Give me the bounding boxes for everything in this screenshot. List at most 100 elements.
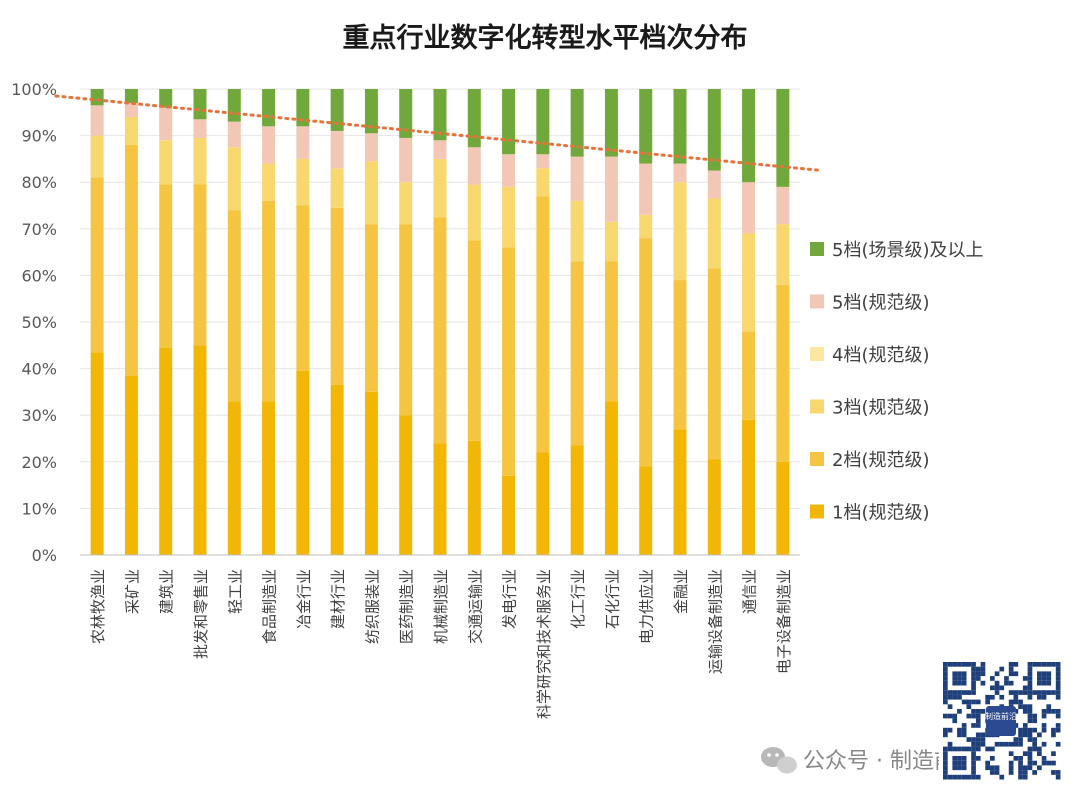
qr-center-logo bbox=[986, 706, 1016, 736]
bar-segment bbox=[673, 163, 687, 183]
bar-segment bbox=[502, 89, 516, 155]
qr-module bbox=[1027, 694, 1033, 700]
qr-module bbox=[971, 685, 976, 691]
qr-module bbox=[1018, 760, 1023, 766]
qr-module bbox=[1037, 671, 1042, 677]
qr-module bbox=[966, 704, 972, 709]
qr-module bbox=[1027, 737, 1033, 742]
qr-module bbox=[975, 676, 981, 681]
qr-module bbox=[980, 680, 986, 686]
qr-module bbox=[1022, 676, 1028, 681]
bar-segment bbox=[433, 443, 447, 555]
bar-segment bbox=[193, 345, 207, 555]
bar-segment bbox=[227, 210, 241, 402]
qr-module bbox=[943, 671, 948, 677]
qr-module bbox=[1027, 680, 1033, 686]
qr-module bbox=[1055, 662, 1061, 667]
bar-segment bbox=[467, 147, 481, 185]
qr-module bbox=[975, 699, 981, 705]
legend-label: 1档(规范级) bbox=[832, 503, 930, 524]
axes: 0% 10% 20% 30% 40% 50% 60% 70% 80% 90% 100% 农林牧渔业 采矿… bbox=[11, 80, 800, 719]
bar-segment bbox=[159, 140, 173, 185]
bar-segment bbox=[124, 89, 138, 103]
qr-module bbox=[1041, 727, 1047, 733]
qr-module bbox=[971, 713, 976, 719]
qr-module bbox=[957, 680, 962, 686]
qr-module bbox=[994, 680, 1000, 686]
bar-segment bbox=[673, 182, 687, 281]
qr-module bbox=[1032, 770, 1037, 775]
bar-segment bbox=[193, 89, 207, 120]
bar-segment bbox=[296, 158, 310, 206]
bar-segment bbox=[227, 147, 241, 211]
qr-module bbox=[947, 694, 953, 700]
bar-segment bbox=[399, 137, 413, 183]
qr-module bbox=[943, 774, 948, 780]
qr-module bbox=[999, 741, 1005, 747]
qr-module bbox=[1008, 699, 1014, 705]
qr-module bbox=[961, 774, 967, 780]
qr-module bbox=[985, 760, 990, 766]
qr-module bbox=[1022, 751, 1028, 756]
qr-module bbox=[943, 694, 948, 700]
qr-module bbox=[943, 770, 948, 775]
qr-module bbox=[975, 671, 981, 677]
qr-module bbox=[994, 741, 1000, 747]
bar-segment bbox=[433, 158, 447, 218]
qr-module bbox=[952, 718, 958, 724]
bar-segment bbox=[673, 429, 687, 555]
qr-module bbox=[971, 676, 976, 681]
trendline bbox=[54, 94, 824, 173]
bar-segment bbox=[639, 89, 653, 164]
qr-module bbox=[1037, 680, 1042, 686]
qr-module bbox=[943, 732, 948, 738]
qr-module bbox=[980, 709, 986, 714]
qr-module bbox=[1018, 699, 1023, 705]
qr-module bbox=[1027, 704, 1033, 709]
bar-segment bbox=[193, 137, 207, 185]
qr-module bbox=[947, 690, 953, 695]
qr-module bbox=[1041, 723, 1047, 728]
bar-segment bbox=[570, 445, 584, 555]
bars bbox=[90, 89, 790, 555]
legend-swatch bbox=[810, 504, 824, 519]
qr-module bbox=[1013, 741, 1019, 747]
qr-module bbox=[1046, 709, 1052, 714]
qr-module bbox=[971, 751, 976, 756]
qr-module bbox=[961, 723, 967, 728]
bar-segment bbox=[262, 89, 276, 127]
qr-module bbox=[1041, 680, 1047, 686]
legend-swatch bbox=[810, 242, 824, 256]
qr-module bbox=[990, 685, 995, 691]
qr-module bbox=[990, 746, 995, 752]
qr-module bbox=[1055, 685, 1061, 691]
y-tick-label: 10% bbox=[21, 499, 57, 518]
qr-module bbox=[947, 774, 953, 780]
qr-module bbox=[1051, 727, 1056, 733]
qr-module bbox=[952, 680, 958, 686]
x-tick-label: 发电行业 bbox=[501, 569, 519, 629]
qr-module bbox=[1008, 662, 1014, 667]
qr-module bbox=[1032, 662, 1037, 667]
qr-module bbox=[1046, 671, 1052, 677]
x-tick-label: 纺织服装业 bbox=[363, 569, 381, 644]
x-tick-label: 采矿业 bbox=[123, 569, 141, 614]
x-tick-label: 农林牧渔业 bbox=[89, 569, 107, 644]
x-tick-label: 交通运输业 bbox=[466, 569, 484, 644]
bar-segment bbox=[364, 89, 378, 134]
qr-module bbox=[1018, 774, 1023, 780]
qr-module bbox=[1055, 713, 1061, 719]
qr-module bbox=[947, 704, 953, 709]
qr-module bbox=[952, 671, 958, 677]
qr-module bbox=[1008, 680, 1014, 686]
qr-module bbox=[1022, 770, 1028, 775]
qr-module bbox=[1018, 741, 1023, 747]
qr-module bbox=[1022, 704, 1028, 709]
qr-module bbox=[952, 694, 958, 700]
qr-module bbox=[943, 760, 948, 766]
x-tick-label: 电子设备制造业 bbox=[775, 569, 793, 674]
qr-module bbox=[1037, 732, 1042, 738]
qr-module bbox=[1027, 732, 1033, 738]
qr-module bbox=[966, 737, 972, 742]
qr-module bbox=[994, 770, 1000, 775]
